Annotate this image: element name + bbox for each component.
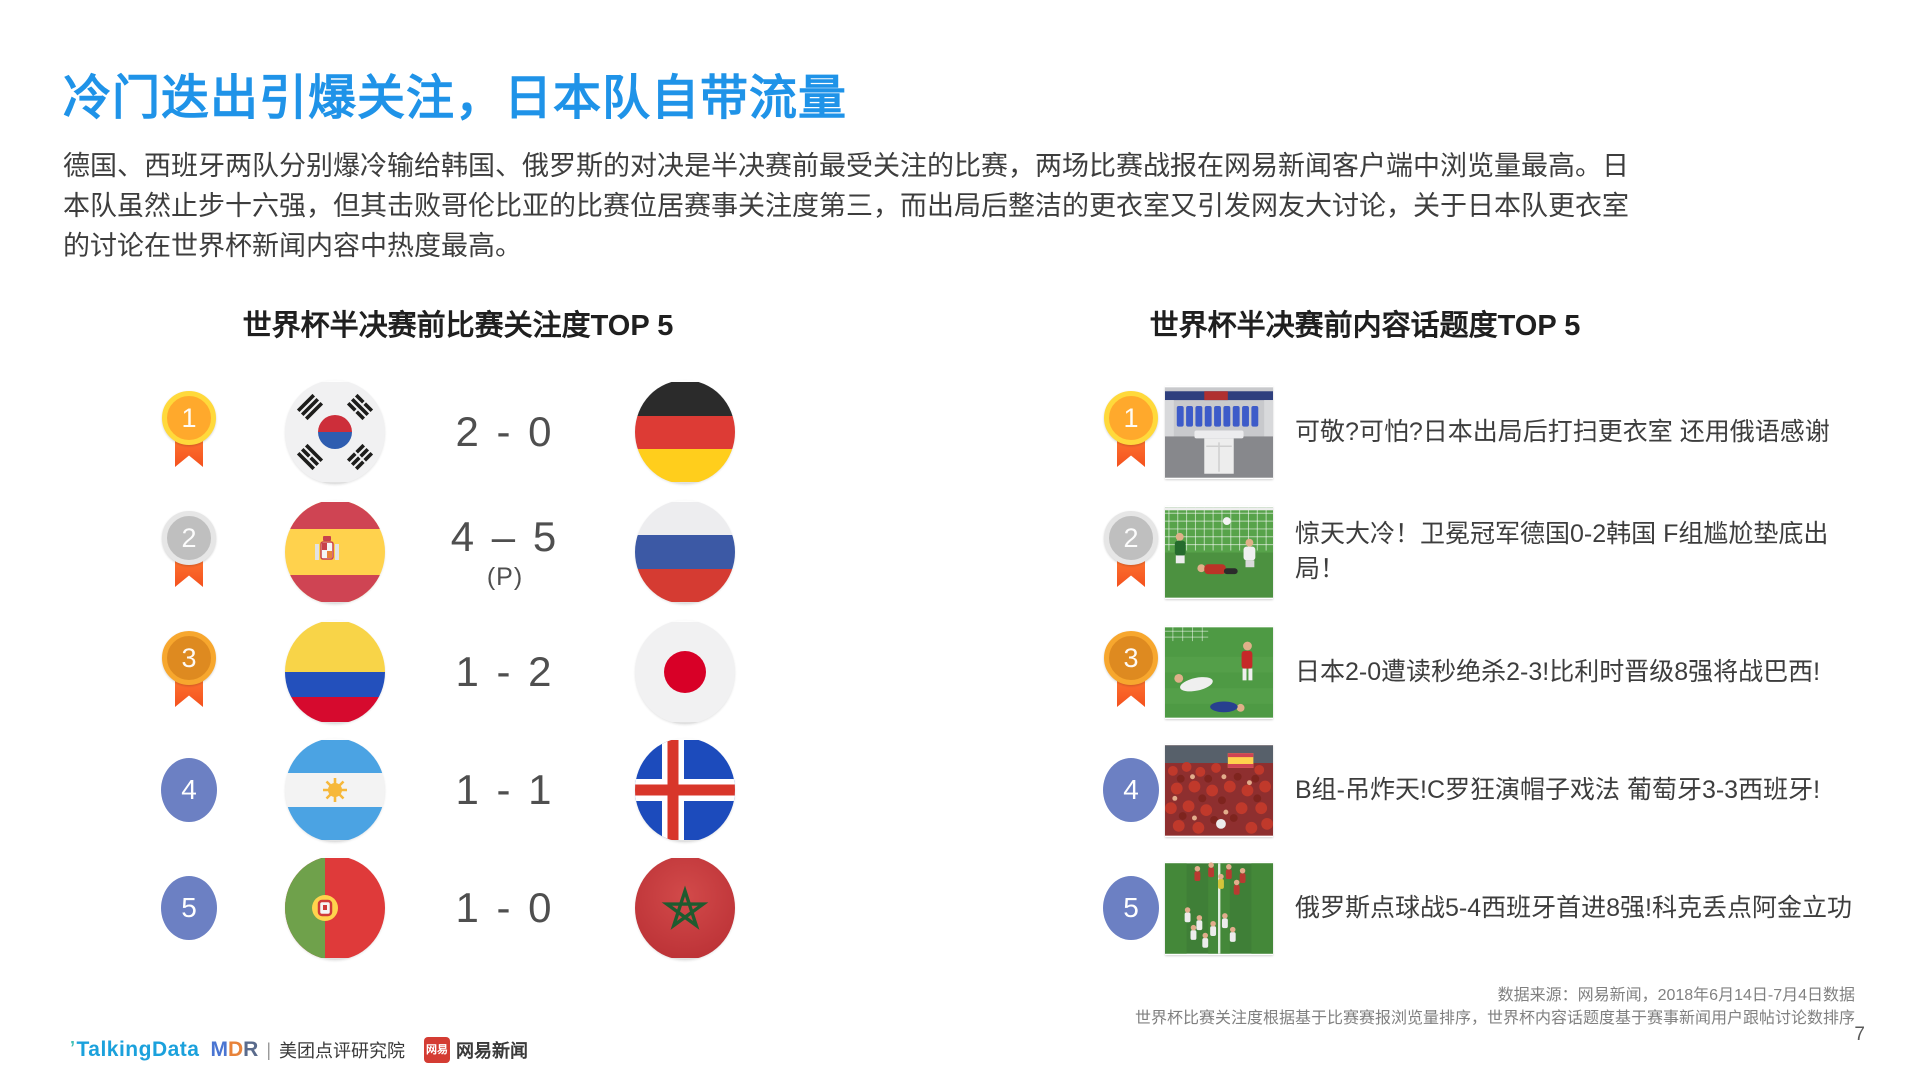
score-note: (P): [486, 562, 524, 591]
score-block: 1 - 1: [430, 766, 580, 814]
score-block: 2 - 0: [430, 408, 580, 456]
germany-korea-goal-photo: [1165, 506, 1273, 599]
match-row-1: 1 2 - 0: [161, 373, 741, 491]
intro-paragraph: 德国、西班牙两队分别爆冷输给韩国、俄罗斯的对决是半决赛前最受关注的比赛，两场比赛…: [63, 146, 1863, 266]
match-row-5: 5 1 - 0: [161, 849, 741, 967]
talkingdata-tick-icon: ’: [70, 1038, 76, 1058]
score: 1 - 1: [455, 766, 555, 813]
intro-line-2: 本队虽然止步十六强，但其击败哥伦比亚的比赛位居赛事关注度第三，而出局后整洁的更衣…: [63, 191, 1629, 221]
left-panel-title: 世界杯半决赛前比赛关注度TOP 5: [242, 310, 674, 342]
russia-spain-penalty-photo: [1165, 861, 1273, 955]
logo-separator: |: [266, 1039, 272, 1060]
flag-japan-icon: [635, 620, 735, 724]
japan-belgium-photo: [1165, 626, 1273, 719]
flag-morocco-icon: [635, 856, 735, 960]
rank-number: 3: [162, 631, 216, 685]
topic-row-2: 2 惊天大冷！卫冕冠军德国0-2韩国 F组尴尬垫底出局！: [1103, 493, 1873, 611]
rank-number: 3: [1104, 631, 1158, 685]
intro-line-1: 德国、西班牙两队分别爆冷输给韩国、俄罗斯的对决是半决赛前最受关注的比赛，两场比赛…: [63, 151, 1629, 181]
blue-rank-badge: 5: [161, 876, 217, 940]
talkingdata-logo: ’TalkingData: [70, 1038, 200, 1061]
rank-slot: 5: [161, 876, 217, 940]
source-line-1: 数据来源：网易新闻，2018年6月14日-7月4日数据: [1497, 987, 1855, 1004]
rank-slot: 4: [161, 758, 217, 822]
bronze-medal-icon: 3: [1104, 631, 1158, 713]
blue-rank-badge: 4: [1103, 758, 1159, 822]
score-block: 1 - 0: [430, 884, 580, 932]
match-row-3: 3 1 - 2: [161, 613, 741, 731]
japan-locker-room-photo: [1165, 386, 1273, 479]
topic-row-1: 1: [1103, 373, 1873, 491]
rank-slot: 2: [1103, 511, 1159, 593]
score: 1 - 0: [455, 884, 555, 931]
rank-slot: 5: [1103, 876, 1159, 940]
blue-rank-badge: 4: [161, 758, 217, 822]
rank-slot: 1: [1103, 391, 1159, 473]
rank-slot: 1: [161, 391, 217, 473]
rank-slot: 3: [161, 631, 217, 713]
flag-argentina-icon: [285, 738, 385, 842]
netease-news-label: 网易新闻: [456, 1041, 529, 1061]
blue-rank-badge: 5: [1103, 876, 1159, 940]
topic-headline: 日本2-0遭读秒绝杀2-3!比利时晋级8强将战巴西!: [1295, 657, 1821, 686]
netease-logo: 网易 网易新闻: [424, 1037, 528, 1063]
netease-badge-icon: 网易: [424, 1037, 451, 1063]
flag-south-korea-icon: [285, 380, 385, 484]
intro-line-3: 的讨论在世界杯新闻内容中热度最高。: [63, 231, 522, 261]
topic-headline: 俄罗斯点球战5-4西班牙首进8强!科克丢点阿金立功: [1295, 893, 1852, 922]
flag-iceland-icon: [635, 738, 735, 842]
source-line-2: 世界杯比赛关注度根据基于比赛赛报浏览量排序，世界杯内容话题度基于赛事新闻用户跟帖…: [1134, 1010, 1855, 1027]
rank-number: 2: [1104, 511, 1158, 565]
topic-headline: 惊天大冷！卫冕冠军德国0-2韩国 F组尴尬垫底出局！: [1295, 520, 1829, 583]
flag-germany-icon: [635, 380, 735, 484]
match-row-4: 4 1 - 1: [161, 731, 741, 849]
rank-number: 1: [162, 391, 216, 445]
topic-headline: 可敬?可怕?日本出局后打扫更衣室 还用俄语感谢: [1295, 417, 1830, 446]
topic-row-3: 3 日本2-0遭读秒绝杀2-3!比利时晋级8强将战巴西!: [1103, 613, 1873, 731]
rank-slot: 2: [161, 511, 217, 593]
score: 1 - 2: [455, 648, 555, 695]
silver-medal-icon: 2: [162, 511, 216, 593]
page-number: 7: [1854, 1024, 1865, 1045]
rank-slot: 4: [1103, 758, 1159, 822]
flag-russia-icon: [635, 500, 735, 604]
rank-number: 1: [1104, 391, 1158, 445]
flag-spain-icon: [285, 500, 385, 604]
portugal-spain-fans-photo: [1165, 744, 1273, 837]
gold-medal-icon: 1: [1104, 391, 1158, 473]
match-row-2: 2 4 – 5 (P): [161, 493, 741, 611]
gold-medal-icon: 1: [162, 391, 216, 473]
topic-headline: B组-吊炸天!C罗狂演帽子戏法 葡萄牙3-3西班牙!: [1295, 775, 1821, 804]
silver-medal-icon: 2: [1104, 511, 1158, 593]
bronze-medal-icon: 3: [162, 631, 216, 713]
page-title: 冷门迭出引爆关注，日本队自带流量: [63, 72, 848, 125]
score-block: 4 – 5 (P): [430, 513, 580, 592]
mdr-logo: MDR: [210, 1038, 259, 1061]
rank-number: 2: [162, 511, 216, 565]
meituan-institute-label: 美团点评研究院: [279, 1041, 406, 1061]
topic-row-5: 5: [1103, 849, 1873, 967]
right-panel-title: 世界杯半决赛前内容话题度TOP 5: [1149, 310, 1581, 342]
footer-logos: ’TalkingData MDR | 美团点评研究院 网易 网易新闻: [70, 1034, 528, 1066]
score: 2 - 0: [455, 408, 555, 455]
rank-slot: 3: [1103, 631, 1159, 713]
topic-row-4: 4: [1103, 731, 1873, 849]
data-source-note: 数据来源：网易新闻，2018年6月14日-7月4日数据 世界杯比赛关注度根据基于…: [1135, 984, 1855, 1030]
score-block: 1 - 2: [430, 648, 580, 696]
score: 4 – 5: [450, 512, 560, 560]
flag-portugal-icon: [285, 856, 385, 960]
flag-colombia-icon: [285, 620, 385, 724]
